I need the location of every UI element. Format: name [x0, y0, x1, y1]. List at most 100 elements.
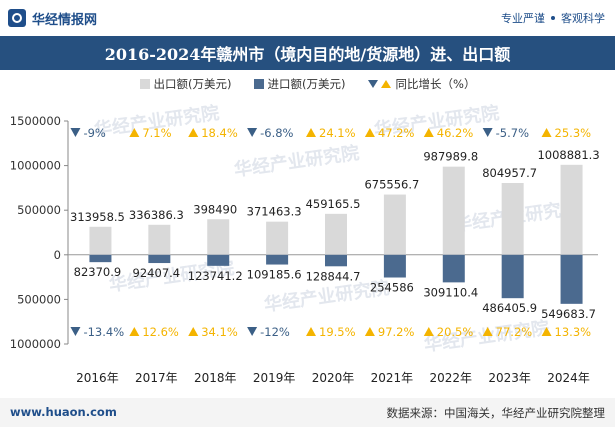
- tagline-left: 专业严谨: [501, 12, 545, 25]
- export-growth-label: 7.1%: [142, 126, 171, 140]
- y-tick-label: 1000000: [10, 337, 61, 351]
- import-data-label: 128844.7: [306, 269, 361, 283]
- export-growth-label: 24.1%: [319, 126, 356, 140]
- export-bar: [442, 166, 465, 255]
- y-tick-label: 0: [54, 248, 61, 262]
- export-bar: [148, 224, 171, 255]
- tagline: 专业严谨 客观科学: [501, 10, 605, 26]
- legend-export-swatch: [139, 79, 150, 89]
- import-growth-label: 97.2%: [378, 325, 415, 339]
- x-tick-label: 2018年: [194, 371, 237, 385]
- export-bar: [560, 164, 583, 255]
- brand-logo-icon: [8, 9, 26, 27]
- export-bar: [207, 219, 230, 255]
- import-data-label: 254586: [370, 281, 414, 295]
- import-growth-up-marker: [364, 327, 375, 336]
- export-data-label: 804957.7: [482, 166, 537, 180]
- plot-area: 1500000 1000000 500000 0 500000 1000000 华经产业研究…: [10, 102, 600, 385]
- export-data-label: 459165.5: [306, 197, 361, 211]
- footer-site: www.huaon.com: [10, 405, 117, 419]
- export-growth-down-marker: [482, 128, 493, 137]
- x-tick-label: 2020年: [312, 371, 355, 385]
- import-bar: [148, 254, 171, 264]
- chart-title: 2016-2024年赣州市（境内目的地/货源地）进、出口额: [104, 45, 511, 64]
- export-growth-up-marker: [129, 128, 140, 137]
- import-growth-up-marker: [129, 327, 140, 336]
- import-data-label: 109185.6: [247, 268, 302, 282]
- export-data-label: 313958.5: [70, 210, 125, 224]
- export-growth-label: -6.8%: [260, 126, 293, 140]
- y-tick-label: 500000: [17, 292, 61, 306]
- tagline-right: 客观科学: [561, 12, 605, 25]
- x-tick-label: 2023年: [488, 371, 531, 385]
- import-growth-label: 19.5%: [319, 325, 356, 339]
- legend-growth-icon: [367, 80, 391, 88]
- x-tick-label: 2024年: [547, 371, 590, 385]
- export-growth-label: -9%: [83, 126, 105, 140]
- import-growth-up-marker: [423, 327, 434, 336]
- legend-export: 出口额(万美元): [139, 76, 232, 92]
- import-growth-label: 12.6%: [142, 325, 179, 339]
- import-bar: [501, 254, 524, 299]
- export-growth-label: -5.7%: [496, 126, 529, 140]
- export-growth-label: 47.2%: [378, 126, 415, 140]
- export-data-label: 371463.3: [247, 205, 302, 219]
- import-bar: [266, 254, 289, 265]
- x-tick-label: 2017年: [135, 371, 178, 385]
- title-bar: 2016-2024年赣州市（境内目的地/货源地）进、出口额: [0, 36, 615, 70]
- import-data-label: 486405.9: [482, 301, 537, 315]
- import-growth-label: -12%: [260, 325, 290, 339]
- export-bar: [325, 213, 347, 255]
- separator-dot-icon: [551, 16, 555, 20]
- export-bar: [501, 182, 524, 255]
- export-data-label: 336386.3: [129, 208, 184, 222]
- y-tick-label: 500000: [17, 203, 61, 217]
- import-bar: [325, 254, 347, 267]
- legend-import-swatch: [253, 79, 264, 89]
- export-growth-label: 25.3%: [555, 126, 592, 140]
- import-data-label: 309110.4: [423, 285, 478, 299]
- import-growth-label: 13.3%: [555, 325, 592, 339]
- legend-import: 进口额(万美元): [253, 76, 346, 92]
- export-growth-label: 18.4%: [201, 126, 238, 140]
- import-data-label: 549683.7: [541, 307, 596, 321]
- legend-export-label: 出口额(万美元): [153, 77, 232, 91]
- footer-source: 数据来源：中国海关，华经产业研究院整理: [386, 406, 606, 420]
- export-growth-up-marker: [306, 128, 316, 137]
- import-data-label: 82370.9: [74, 265, 122, 279]
- import-growth-up-marker: [541, 327, 552, 336]
- export-bar: [383, 194, 406, 255]
- import-growth-up-marker: [482, 327, 493, 336]
- export-data-label: 675556.7: [364, 178, 419, 192]
- import-data-label: 123741.2: [188, 269, 243, 283]
- export-bar: [89, 226, 112, 255]
- import-bar: [207, 254, 230, 266]
- legend: 出口额(万美元) 进口额(万美元) 同比增长（%）: [0, 74, 615, 94]
- import-bar: [442, 254, 465, 283]
- import-bar: [89, 254, 112, 263]
- import-bar: [560, 254, 583, 304]
- import-growth-label: 34.1%: [201, 325, 238, 339]
- export-data-label: 1008881.3: [537, 148, 599, 162]
- import-growth-up-marker: [188, 327, 199, 336]
- import-growth-down-marker: [70, 327, 81, 336]
- export-growth-label: 46.2%: [437, 126, 474, 140]
- export-growth-up-marker: [541, 128, 552, 137]
- legend-import-label: 进口额(万美元): [267, 77, 346, 91]
- y-tick-label: 1500000: [10, 114, 61, 128]
- export-growth-up-marker: [423, 128, 434, 137]
- legend-growth: 同比增长（%）: [367, 76, 476, 92]
- import-growth-down-marker: [247, 327, 258, 336]
- export-data-label: 398490: [193, 202, 237, 216]
- export-growth-up-marker: [188, 128, 199, 137]
- import-data-label: 92407.4: [133, 266, 181, 280]
- import-bar: [383, 254, 406, 278]
- brand: 华经情报网: [8, 8, 97, 28]
- watermark-text: 华经产业研究院: [233, 142, 361, 181]
- export-growth-down-marker: [247, 128, 258, 137]
- legend-growth-label: 同比增长（%）: [395, 77, 476, 91]
- x-tick-label: 2021年: [371, 371, 414, 385]
- x-tick-label: 2019年: [253, 371, 296, 385]
- export-data-label: 987989.8: [423, 150, 478, 164]
